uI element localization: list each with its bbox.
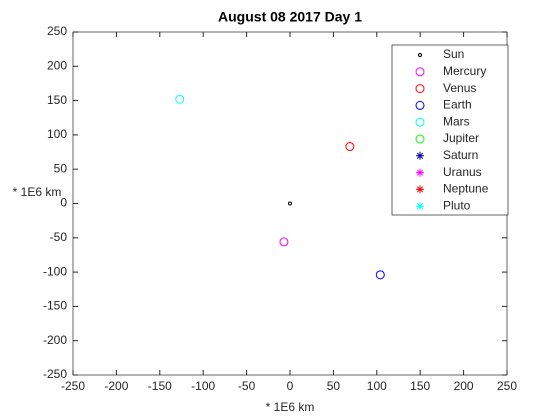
y-axis-label: * 1E6 km <box>13 185 62 199</box>
legend-label: Uranus <box>443 165 482 179</box>
legend-label: Mercury <box>443 64 486 78</box>
legend-marker <box>416 185 424 194</box>
y-tick-label: -150 <box>43 299 67 313</box>
legend-marker <box>416 151 424 160</box>
y-tick-label: -100 <box>43 264 67 278</box>
y-tick-label: -200 <box>43 333 67 347</box>
legend-label: Neptune <box>443 182 489 196</box>
legend-label: Jupiter <box>443 131 479 145</box>
x-tick-label: -250 <box>61 379 85 393</box>
y-tick-label: 100 <box>47 127 67 141</box>
legend-marker <box>418 53 422 57</box>
y-tick-label: -50 <box>50 230 68 244</box>
x-tick-label: 250 <box>497 379 517 393</box>
x-tick-label: 100 <box>367 379 387 393</box>
x-axis-label: * 1E6 km <box>266 400 315 414</box>
point <box>345 142 355 152</box>
point <box>288 201 292 206</box>
y-tick-label: 0 <box>60 196 67 210</box>
legend-marker <box>415 117 425 127</box>
legend-label: Sun <box>443 47 464 61</box>
x-tick-label: 200 <box>454 379 474 393</box>
legend-label: Saturn <box>443 148 478 162</box>
y-tick-label: 250 <box>47 24 67 38</box>
legend-label: Pluto <box>443 198 471 212</box>
x-tick-label: -100 <box>191 379 215 393</box>
y-tick-label: -250 <box>43 367 67 381</box>
point <box>279 237 289 247</box>
chart-title: August 08 2017 Day 1 <box>218 9 362 25</box>
legend-marker <box>416 202 424 211</box>
y-tick-label: 200 <box>47 58 67 72</box>
x-tick-label: 0 <box>287 379 294 393</box>
legend-label: Mars <box>443 114 470 128</box>
x-tick-label: -50 <box>238 379 256 393</box>
legend-marker <box>415 84 425 94</box>
legend-label: Earth <box>443 98 472 112</box>
legend: Sun Mercury Venus Earth Mars Jupiter Saturn Ura… <box>391 44 509 216</box>
legend-marker <box>416 168 424 177</box>
legend-marker <box>415 134 425 144</box>
x-tick-label: -150 <box>148 379 172 393</box>
legend-label: Venus <box>443 81 476 95</box>
point <box>175 94 185 104</box>
y-tick-label: 50 <box>54 161 68 175</box>
legend-marker <box>415 100 425 110</box>
y-tick-label: 150 <box>47 93 67 107</box>
legend-marker <box>415 67 425 77</box>
legend-box <box>391 44 509 216</box>
x-tick-label: 50 <box>327 379 341 393</box>
x-tick-label: -200 <box>104 379 128 393</box>
point <box>375 270 385 280</box>
x-tick-label: 150 <box>410 379 430 393</box>
